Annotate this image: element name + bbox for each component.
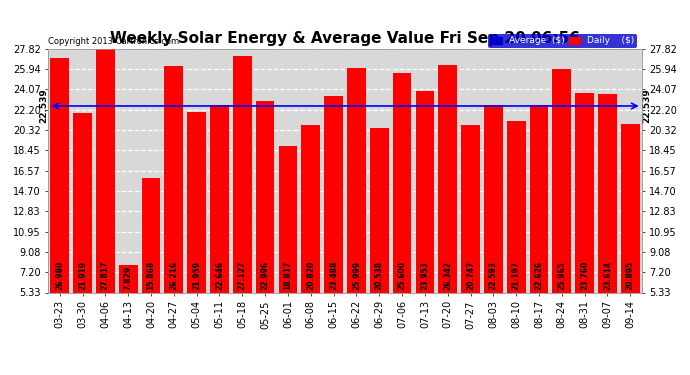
Bar — [279, 146, 297, 292]
Text: 22.626: 22.626 — [535, 261, 544, 290]
Bar — [141, 178, 160, 292]
Bar — [598, 94, 617, 292]
Bar — [621, 124, 640, 292]
Text: 26.216: 26.216 — [169, 261, 178, 290]
Text: 23.953: 23.953 — [420, 261, 429, 290]
Text: 7.829: 7.829 — [124, 266, 132, 290]
Text: 21.197: 21.197 — [512, 261, 521, 290]
Text: 22.539: 22.539 — [39, 88, 48, 123]
Text: 21.919: 21.919 — [78, 261, 87, 290]
Bar — [119, 266, 137, 292]
Bar — [575, 93, 594, 292]
Bar — [96, 49, 115, 292]
Text: 26.980: 26.980 — [55, 261, 64, 290]
Text: 23.614: 23.614 — [603, 261, 612, 290]
Text: 22.996: 22.996 — [261, 261, 270, 290]
Text: 23.760: 23.760 — [580, 261, 589, 290]
Bar — [164, 66, 183, 292]
Legend: Average  ($), Daily    ($): Average ($), Daily ($) — [488, 34, 637, 48]
Text: 22.593: 22.593 — [489, 261, 498, 290]
Text: 20.747: 20.747 — [466, 260, 475, 290]
Bar — [233, 56, 252, 292]
Title: Weekly Solar Energy & Average Value Fri Sep 20 06:56: Weekly Solar Energy & Average Value Fri … — [110, 31, 580, 46]
Text: 20.820: 20.820 — [306, 261, 315, 290]
Text: 22.646: 22.646 — [215, 261, 224, 290]
Bar — [302, 124, 320, 292]
Text: 20.895: 20.895 — [626, 261, 635, 290]
Text: 25.999: 25.999 — [352, 261, 361, 290]
Text: 25.600: 25.600 — [397, 261, 406, 290]
Bar — [347, 69, 366, 292]
Bar — [415, 91, 434, 292]
Text: 27.127: 27.127 — [238, 260, 247, 290]
Text: 20.538: 20.538 — [375, 261, 384, 290]
Bar — [461, 125, 480, 292]
Text: 21.959: 21.959 — [192, 261, 201, 290]
Text: 22.539: 22.539 — [642, 88, 651, 123]
Bar — [256, 101, 275, 292]
Bar — [187, 112, 206, 292]
Bar — [324, 96, 343, 292]
Bar — [553, 69, 571, 292]
Text: Copyright 2013 Cartronics.com: Copyright 2013 Cartronics.com — [48, 38, 179, 46]
Bar — [507, 120, 526, 292]
Bar — [73, 113, 92, 292]
Bar — [370, 128, 388, 292]
Text: 15.868: 15.868 — [146, 261, 155, 290]
Bar — [50, 58, 69, 292]
Text: 18.817: 18.817 — [284, 260, 293, 290]
Bar — [530, 105, 549, 292]
Bar — [393, 73, 411, 292]
Bar — [438, 65, 457, 292]
Bar — [210, 105, 229, 292]
Bar — [484, 105, 503, 292]
Text: 27.817: 27.817 — [101, 260, 110, 290]
Text: 26.342: 26.342 — [443, 261, 452, 290]
Text: 23.488: 23.488 — [329, 260, 338, 290]
Text: 25.965: 25.965 — [558, 261, 566, 290]
